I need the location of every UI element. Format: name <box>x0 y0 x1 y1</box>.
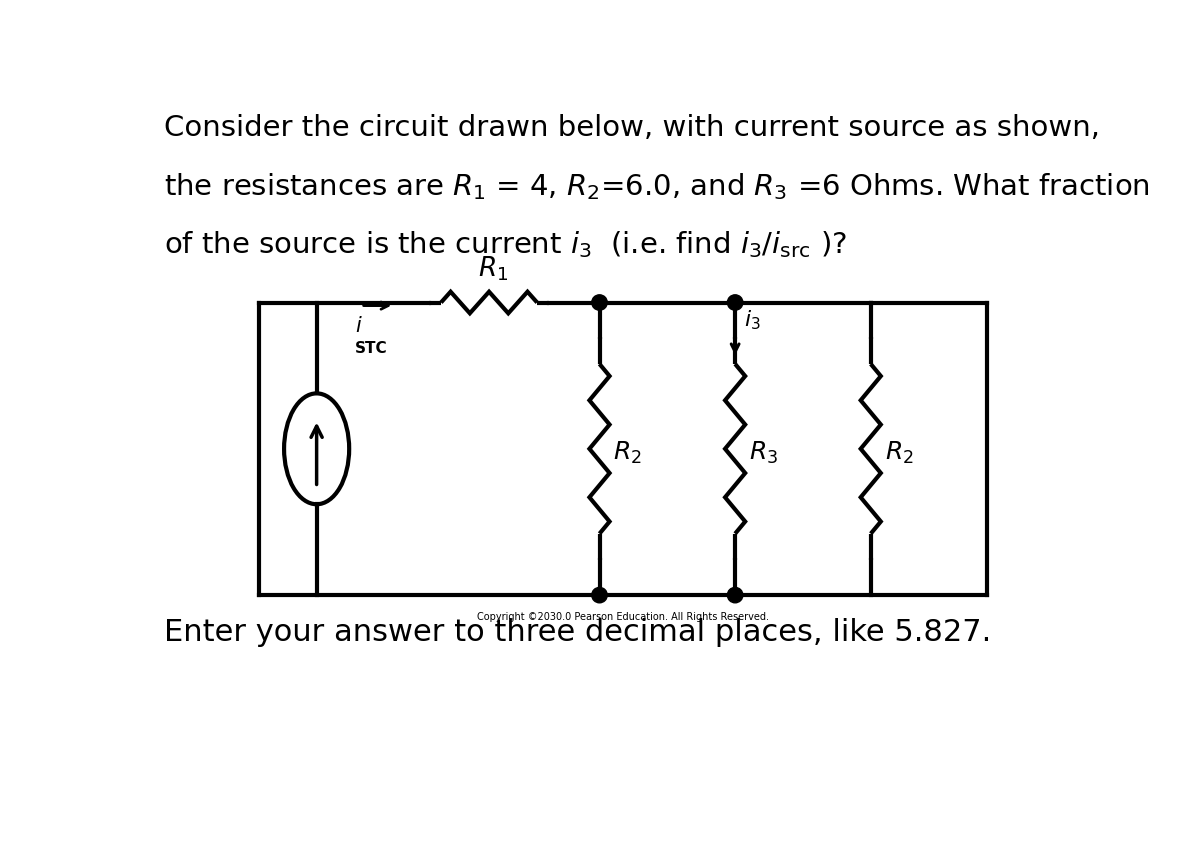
Text: $R_2$: $R_2$ <box>613 440 642 466</box>
Text: $R_3$: $R_3$ <box>749 440 778 466</box>
Text: STC: STC <box>355 341 388 356</box>
Circle shape <box>592 588 607 603</box>
Text: of the source is the current $i_3$  (i.e. find $i_3$/$i_{\rm src}$ )?: of the source is the current $i_3$ (i.e.… <box>164 229 847 260</box>
Circle shape <box>727 588 743 603</box>
Circle shape <box>727 295 743 310</box>
Text: $i$: $i$ <box>355 316 362 337</box>
Text: the resistances are $R_1$ = 4, $R_2$=6.0, and $R_3$ =6 Ohms. What fraction: the resistances are $R_1$ = 4, $R_2$=6.0… <box>164 172 1150 203</box>
Text: $i_3$: $i_3$ <box>744 308 761 332</box>
Text: Copyright ©2030.0 Pearson Education. All Rights Reserved.: Copyright ©2030.0 Pearson Education. All… <box>476 612 769 622</box>
Text: Consider the circuit drawn below, with current source as shown,: Consider the circuit drawn below, with c… <box>164 114 1100 142</box>
Text: Enter your answer to three decimal places, like 5.827.: Enter your answer to three decimal place… <box>164 618 991 647</box>
Circle shape <box>592 295 607 310</box>
Text: $R_2$: $R_2$ <box>884 440 913 466</box>
Text: $R_1$: $R_1$ <box>478 255 508 283</box>
